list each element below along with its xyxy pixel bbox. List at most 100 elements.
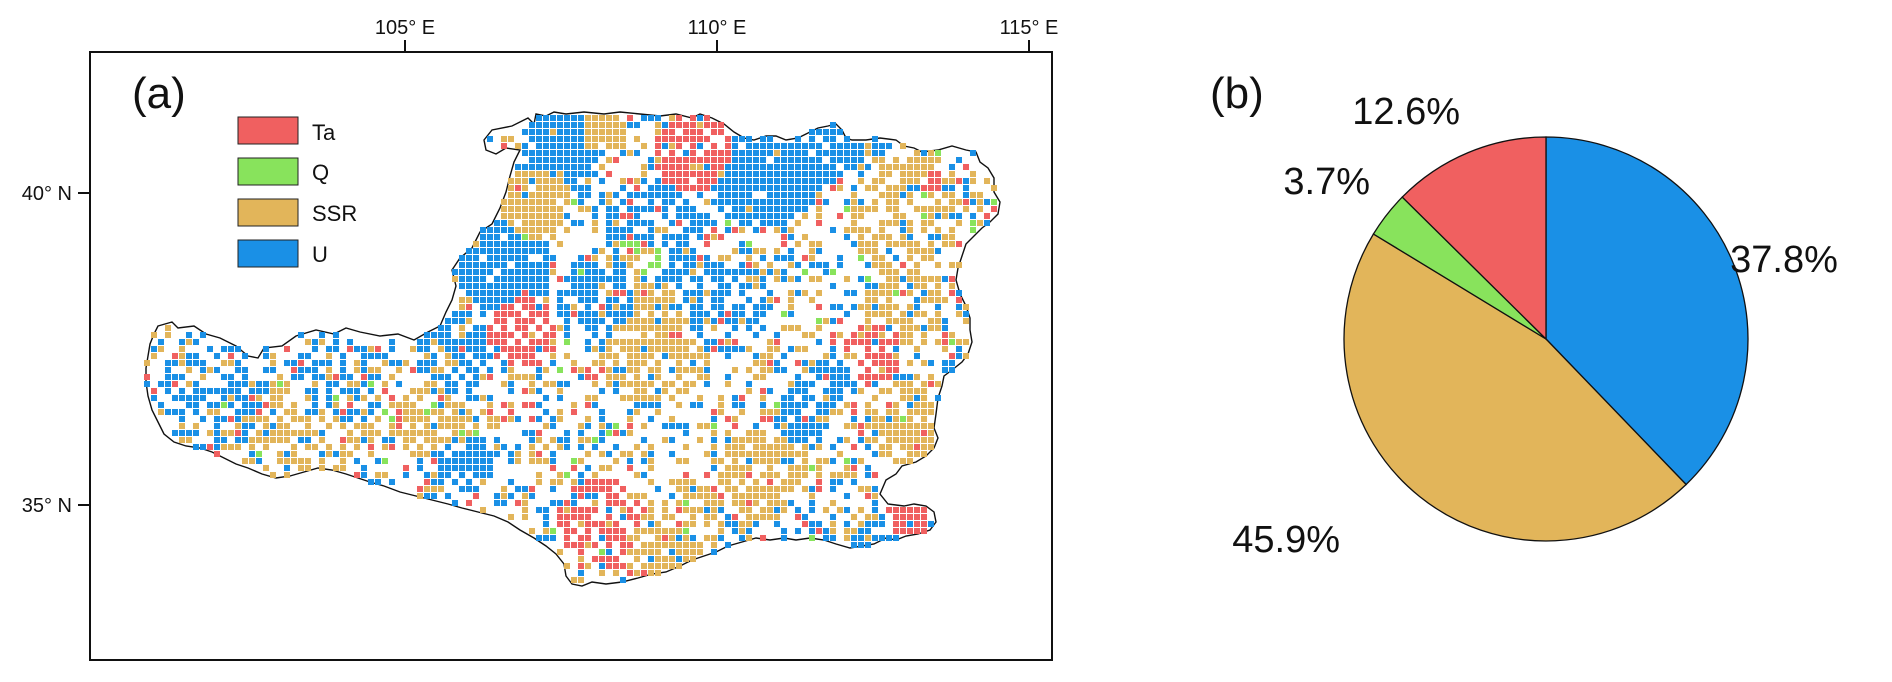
pixel-ssr [606, 129, 612, 135]
pixel-ssr [802, 465, 808, 471]
pixel-ssr [851, 206, 857, 212]
pixel-u [795, 143, 801, 149]
pixel-u [235, 395, 241, 401]
pixel-ssr [319, 458, 325, 464]
pixel-ta [851, 402, 857, 408]
pixel-u [375, 402, 381, 408]
pixel-ssr [648, 248, 654, 254]
pixel-ssr [711, 234, 717, 240]
pixel-u [235, 360, 241, 366]
pixel-u [557, 381, 563, 387]
pixel-u [256, 402, 262, 408]
pixel-ta [669, 332, 675, 338]
pixel-ssr [592, 136, 598, 142]
pixel-ssr [774, 493, 780, 499]
pixel-ta [858, 325, 864, 331]
pixel-u [634, 220, 640, 226]
pixel-ta [718, 339, 724, 345]
pixel-u [578, 472, 584, 478]
pixel-ssr [865, 241, 871, 247]
pixel-ta [886, 507, 892, 513]
pixel-ssr [935, 318, 941, 324]
pixel-u [781, 220, 787, 226]
pixel-u [739, 185, 745, 191]
pixel-u [501, 241, 507, 247]
pixel-u [809, 395, 815, 401]
pixel-u [473, 374, 479, 380]
pixel-ssr [816, 192, 822, 198]
pixel-u [739, 241, 745, 247]
pixel-ssr [424, 416, 430, 422]
pixel-u [711, 339, 717, 345]
pixel-ssr [949, 192, 955, 198]
pixel-u [711, 451, 717, 457]
pixel-ta [340, 409, 346, 415]
pixel-u [900, 192, 906, 198]
pixel-u [368, 388, 374, 394]
pixel-ta [704, 122, 710, 128]
pixel-ssr [473, 423, 479, 429]
pixel-u [557, 437, 563, 443]
pixel-ta [585, 535, 591, 541]
pixel-u [613, 206, 619, 212]
pixel-ssr [893, 157, 899, 163]
pixel-u [711, 416, 717, 422]
pixel-u [606, 234, 612, 240]
pixel-ssr [907, 157, 913, 163]
pixel-u [697, 311, 703, 317]
pixel-u [557, 395, 563, 401]
pixel-u [676, 556, 682, 562]
pixel-u [172, 374, 178, 380]
pixel-ssr [494, 423, 500, 429]
pixel-ta [634, 521, 640, 527]
pixel-ssr [921, 332, 927, 338]
pixel-ssr [627, 549, 633, 555]
pixel-ssr [368, 367, 374, 373]
pixel-ssr [347, 430, 353, 436]
pixel-ta [704, 115, 710, 121]
pixel-ssr [473, 241, 479, 247]
pixel-q [921, 213, 927, 219]
pixel-ssr [697, 437, 703, 443]
pixel-u [571, 493, 577, 499]
pixel-ssr [893, 458, 899, 464]
pixel-ssr [725, 472, 731, 478]
pixel-u [823, 423, 829, 429]
pixel-u [676, 241, 682, 247]
pixel-u [312, 402, 318, 408]
pixel-u [368, 479, 374, 485]
pixel-u [760, 206, 766, 212]
pixel-u [816, 143, 822, 149]
pixel-ssr [949, 178, 955, 184]
pixel-u [669, 220, 675, 226]
pixel-u [536, 136, 542, 142]
pixel-ssr [760, 248, 766, 254]
pixel-u [837, 262, 843, 268]
pixel-ssr [165, 325, 171, 331]
pixel-u [795, 178, 801, 184]
pixel-u [760, 178, 766, 184]
pixel-ssr [529, 227, 535, 233]
pixel-ssr [697, 542, 703, 548]
pixel-u [613, 318, 619, 324]
pixel-ssr [312, 444, 318, 450]
pixel-u [487, 465, 493, 471]
pixel-ssr [186, 367, 192, 373]
pixel-u [396, 381, 402, 387]
pixel-q [599, 549, 605, 555]
pixel-ssr [914, 178, 920, 184]
pixel-u [788, 157, 794, 163]
pixel-u [340, 353, 346, 359]
pixel-ta [669, 157, 675, 163]
pixel-u [830, 157, 836, 163]
pixel-ssr [676, 549, 682, 555]
pixel-ssr [711, 500, 717, 506]
pixel-u [802, 402, 808, 408]
pixel-u [662, 269, 668, 275]
pixel-ssr [788, 451, 794, 457]
pixel-u [522, 192, 528, 198]
pixel-u [529, 248, 535, 254]
pixel-ssr [634, 353, 640, 359]
pixel-ssr [949, 227, 955, 233]
pixel-q [809, 465, 815, 471]
